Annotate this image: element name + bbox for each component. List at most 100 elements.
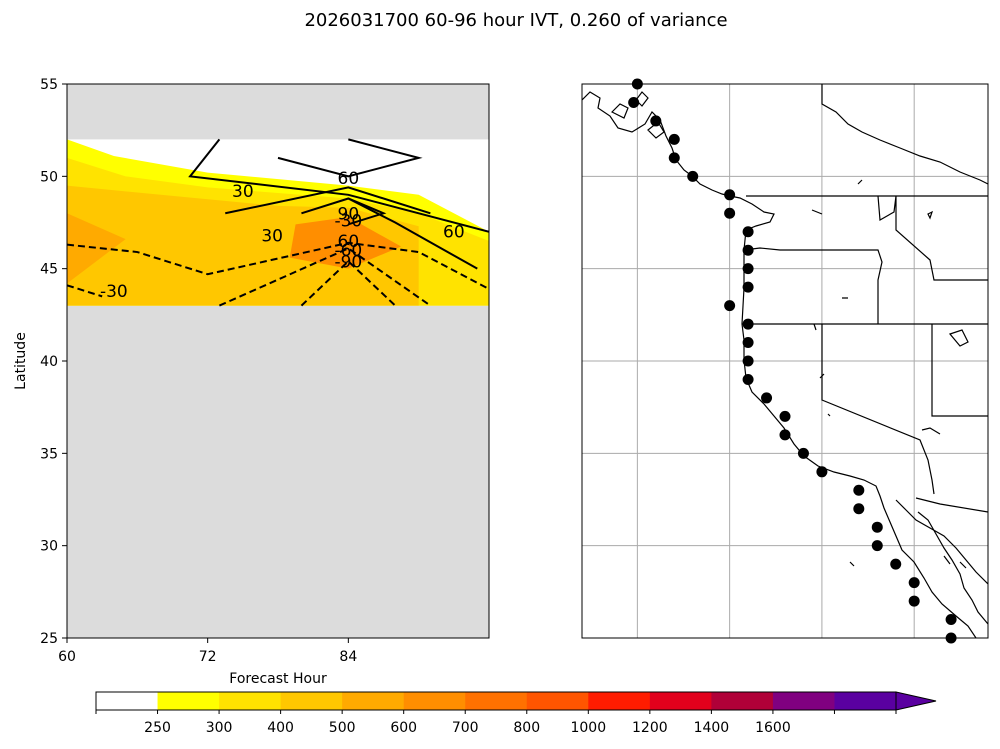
province-border — [821, 84, 988, 185]
location-point — [650, 115, 662, 127]
colorbar-frame — [95, 691, 897, 711]
colorbar-segment — [588, 692, 651, 710]
contour-label: 60 — [443, 223, 465, 243]
coastline — [582, 91, 977, 638]
contour-line-4 — [347, 197, 478, 270]
colorbar-label: 300 — [206, 720, 233, 736]
location-point — [724, 207, 736, 219]
y-axis-label: Latitude — [13, 332, 29, 390]
location-point — [871, 521, 883, 533]
california-nevada-border — [821, 324, 935, 495]
colorbar-label: 500 — [329, 720, 356, 736]
location-point — [890, 558, 902, 570]
location-point — [853, 484, 865, 496]
location-point — [761, 392, 773, 404]
location-point — [742, 373, 754, 385]
contour-line-5 — [67, 241, 489, 290]
colorbar-label: 1200 — [632, 720, 668, 736]
location-point — [742, 244, 754, 256]
contour-label: 90 — [338, 204, 360, 224]
colorbar-segment — [219, 692, 282, 710]
colorbar-segment — [834, 692, 897, 710]
colorbar-segment — [649, 692, 712, 710]
baja-coast — [917, 511, 988, 625]
location-point — [668, 152, 680, 164]
lakes — [811, 179, 969, 569]
location-point — [724, 300, 736, 312]
island-coast — [610, 91, 665, 139]
colorbar-label: 1600 — [755, 720, 791, 736]
colorbar-segment — [403, 692, 466, 710]
colorbar-segment — [711, 692, 774, 710]
idaho-border — [877, 195, 988, 281]
location-point — [797, 447, 809, 459]
location-point — [668, 133, 680, 145]
washington-oregon-border — [743, 247, 883, 324]
x-tick-label: 72 — [199, 649, 217, 665]
x-tick-label: 84 — [339, 649, 357, 665]
contour-label: -60 — [334, 241, 362, 261]
location-point — [871, 540, 883, 552]
colorbar-segment — [526, 692, 589, 710]
location-point — [908, 595, 920, 607]
y-tick-label: 35 — [40, 446, 58, 462]
map-panel — [581, 78, 989, 644]
contour-label: -90 — [334, 252, 362, 272]
colorbar-segment — [96, 692, 159, 710]
location-point — [742, 263, 754, 275]
y-tick-label: 45 — [40, 262, 58, 278]
us-mexico-border — [915, 497, 988, 513]
contour-label: 60 — [338, 232, 360, 252]
colorbar-label: 250 — [144, 720, 171, 736]
x-axis-label: Forecast Hour — [229, 671, 327, 687]
y-tick-label: 30 — [40, 539, 58, 555]
location-point — [724, 189, 736, 201]
colorbar-segment — [342, 692, 405, 710]
location-point — [816, 466, 828, 478]
ivt-fill-400 — [67, 185, 419, 306]
contour-label: -30 — [334, 212, 362, 232]
gulf-coast — [895, 499, 988, 585]
location-point — [628, 96, 640, 108]
y-tick-label: 50 — [40, 169, 58, 185]
location-point — [742, 337, 754, 349]
colorbar: 250 300 400 500 600 700 800 1000 1200 1400 1600 — [95, 691, 937, 736]
contour-line-6 — [218, 247, 431, 307]
colorbar-label: 400 — [267, 720, 294, 736]
contour-label: 30 — [232, 182, 254, 202]
contour-label: -30 — [100, 282, 128, 302]
contour-line-8 — [67, 284, 103, 298]
ivt-fill-500 — [67, 213, 126, 284]
contour-line-3 — [301, 197, 387, 226]
colorbar-segment — [772, 692, 835, 710]
colorbar-label: 800 — [513, 720, 540, 736]
location-point — [742, 355, 754, 367]
colorbar-segment — [157, 692, 220, 710]
colorbar-segment — [280, 692, 343, 710]
ivt-fill-600 — [289, 216, 402, 269]
location-point — [779, 429, 791, 441]
contour-line-2 — [225, 186, 431, 215]
location-point — [779, 410, 791, 422]
contour-line-0 — [188, 138, 489, 233]
location-point — [742, 281, 754, 293]
colorbar-label: 1400 — [694, 720, 730, 736]
colorbar-label: 1000 — [570, 720, 606, 736]
colorbar-label: 600 — [390, 720, 417, 736]
nevada-utah-border — [931, 324, 988, 417]
x-tick-label: 60 — [58, 649, 76, 665]
location-point — [742, 226, 754, 238]
contour-label: 30 — [261, 226, 283, 246]
figure-title: 2026031700 60-96 hour IVT, 0.260 of vari… — [304, 10, 727, 31]
location-point — [687, 170, 699, 182]
y-tick-label: 40 — [40, 354, 58, 370]
location-point — [853, 503, 865, 515]
colorbar-label: 700 — [452, 720, 479, 736]
colorbar-segment — [465, 692, 528, 710]
location-point — [945, 614, 957, 626]
contour-label: 60 — [338, 169, 360, 189]
location-point — [908, 577, 920, 589]
y-tick-label: 25 — [40, 631, 58, 647]
